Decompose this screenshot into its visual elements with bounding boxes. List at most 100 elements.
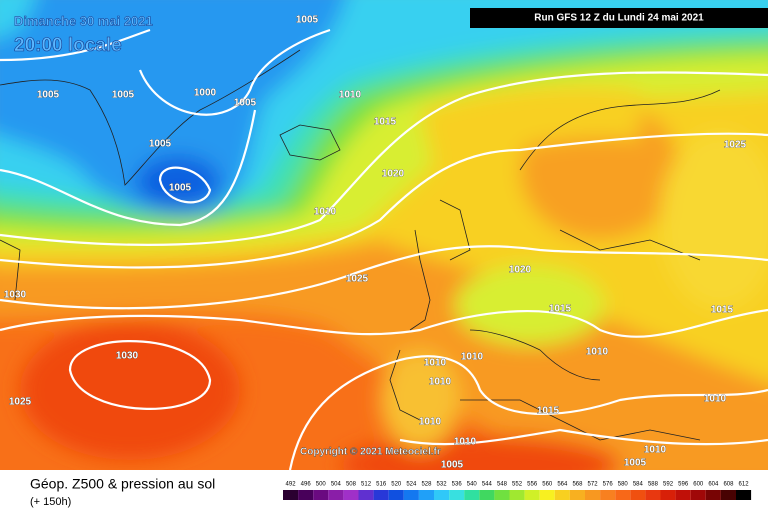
isobar-labels: 1005 1005 1005 1000 1005 1010 1015 1005 1005 1020… <box>4 14 747 471</box>
legend-label: 568 <box>572 482 583 488</box>
legend-swatch <box>569 490 585 500</box>
legend-swatch <box>313 490 329 500</box>
legend-swatch <box>705 490 721 500</box>
isobar-label: 1005 <box>149 139 172 150</box>
legend-swatch <box>283 490 299 500</box>
isobar-label: 1010 <box>454 437 477 448</box>
legend-label: 556 <box>527 482 538 488</box>
isobar-label: 1005 <box>169 183 192 194</box>
legend-label: 496 <box>301 482 312 488</box>
isobar-label: 1020 <box>382 169 405 180</box>
isobar-label: 1030 <box>116 351 139 362</box>
isobar-label: 1005 <box>234 98 257 109</box>
legend-swatch <box>720 490 736 500</box>
isobar-label: 1010 <box>586 347 609 358</box>
isobar-label: 1015 <box>374 117 397 128</box>
isobar-label: 1015 <box>549 304 572 315</box>
isobar-label: 1010 <box>314 207 337 218</box>
legend-swatch <box>645 490 661 500</box>
legend-swatch <box>418 490 434 500</box>
legend-swatch <box>554 490 570 500</box>
legend-swatch <box>403 490 419 500</box>
legend-label: 596 <box>678 482 689 488</box>
legend-swatch <box>343 490 359 500</box>
legend-swatch <box>328 490 344 500</box>
footer-title: Géop. Z500 & pression au sol <box>30 476 215 492</box>
legend-label: 600 <box>693 482 704 488</box>
legend-swatch <box>630 490 646 500</box>
isobar-label: 1010 <box>419 417 442 428</box>
legend-label: 544 <box>482 482 493 488</box>
isobar-label: 1015 <box>711 305 734 316</box>
isobar-label: 1025 <box>346 274 369 285</box>
isobar-label: 1010 <box>339 90 362 101</box>
isobar-label: 1030 <box>4 290 27 301</box>
isobar-label: 1015 <box>537 406 560 417</box>
legend-swatch <box>494 490 510 500</box>
legend-label: 512 <box>361 482 372 488</box>
footer-lead: (+ 150h) <box>30 496 71 508</box>
legend-label: 520 <box>391 482 402 488</box>
legend-swatch <box>298 490 314 500</box>
legend-label: 584 <box>633 482 644 488</box>
legend-label: 572 <box>588 482 599 488</box>
isobar-label: 1010 <box>461 352 484 363</box>
legend-swatch <box>509 490 525 500</box>
legend-label: 612 <box>739 482 750 488</box>
isobar-label: 1010 <box>429 377 452 388</box>
legend-swatch <box>736 490 752 500</box>
isobar-label: 1005 <box>37 90 60 101</box>
isobar-label: 1000 <box>194 88 217 99</box>
legend-swatch <box>539 490 555 500</box>
legend-label: 528 <box>421 482 432 488</box>
isobar-label: 1025 <box>9 397 32 408</box>
legend-label: 564 <box>557 482 568 488</box>
legend-swatch <box>585 490 601 500</box>
legend-swatch <box>358 490 374 500</box>
legend-swatch <box>600 490 616 500</box>
legend-label: 608 <box>723 482 734 488</box>
isobar-label: 1005 <box>624 458 647 469</box>
legend-label: 604 <box>708 482 719 488</box>
legend-swatch <box>479 490 495 500</box>
legend-swatch <box>434 490 450 500</box>
color-scale: 492 496 500 504 508 512 516 520 524 528 532 536 540 5… <box>283 482 752 500</box>
isobar-label: 1005 <box>296 15 319 26</box>
legend-swatch <box>675 490 691 500</box>
legend-label: 508 <box>346 482 357 488</box>
legend-swatch <box>524 490 540 500</box>
legend-swatch <box>615 490 631 500</box>
isobar-label: 1010 <box>644 445 667 456</box>
legend-swatch <box>660 490 676 500</box>
legend-label: 504 <box>331 482 342 488</box>
legend-label: 552 <box>512 482 523 488</box>
legend-label: 560 <box>542 482 553 488</box>
legend-label: 580 <box>618 482 629 488</box>
legend-swatch <box>373 490 389 500</box>
geopotential-field: 1005 1005 1005 1000 1005 1010 1015 1005 1005 1020… <box>0 0 768 471</box>
legend-label: 536 <box>452 482 463 488</box>
isobar-label: 1010 <box>424 358 447 369</box>
legend-label: 592 <box>663 482 674 488</box>
legend-swatch <box>449 490 465 500</box>
legend-label: 576 <box>603 482 614 488</box>
time-label: 20:00 locale <box>14 35 122 56</box>
legend-swatch <box>690 490 706 500</box>
isobar-label: 1005 <box>441 460 464 471</box>
isobar-label: 1025 <box>724 140 747 151</box>
isobar-label: 1005 <box>112 90 135 101</box>
copyright: Copyright © 2021 Meteociel.fr <box>300 447 441 458</box>
isobar-label: 1020 <box>509 265 532 276</box>
legend-label: 548 <box>497 482 508 488</box>
run-banner <box>470 8 768 28</box>
legend-label: 532 <box>437 482 448 488</box>
legend-label: 524 <box>406 482 417 488</box>
date-label: Dimanche 30 mai 2021 <box>14 13 153 28</box>
legend-label: 540 <box>467 482 478 488</box>
legend-label: 492 <box>286 482 297 488</box>
legend-swatch <box>388 490 404 500</box>
legend-label: 500 <box>316 482 327 488</box>
legend-label: 516 <box>376 482 387 488</box>
legend-swatch <box>464 490 480 500</box>
